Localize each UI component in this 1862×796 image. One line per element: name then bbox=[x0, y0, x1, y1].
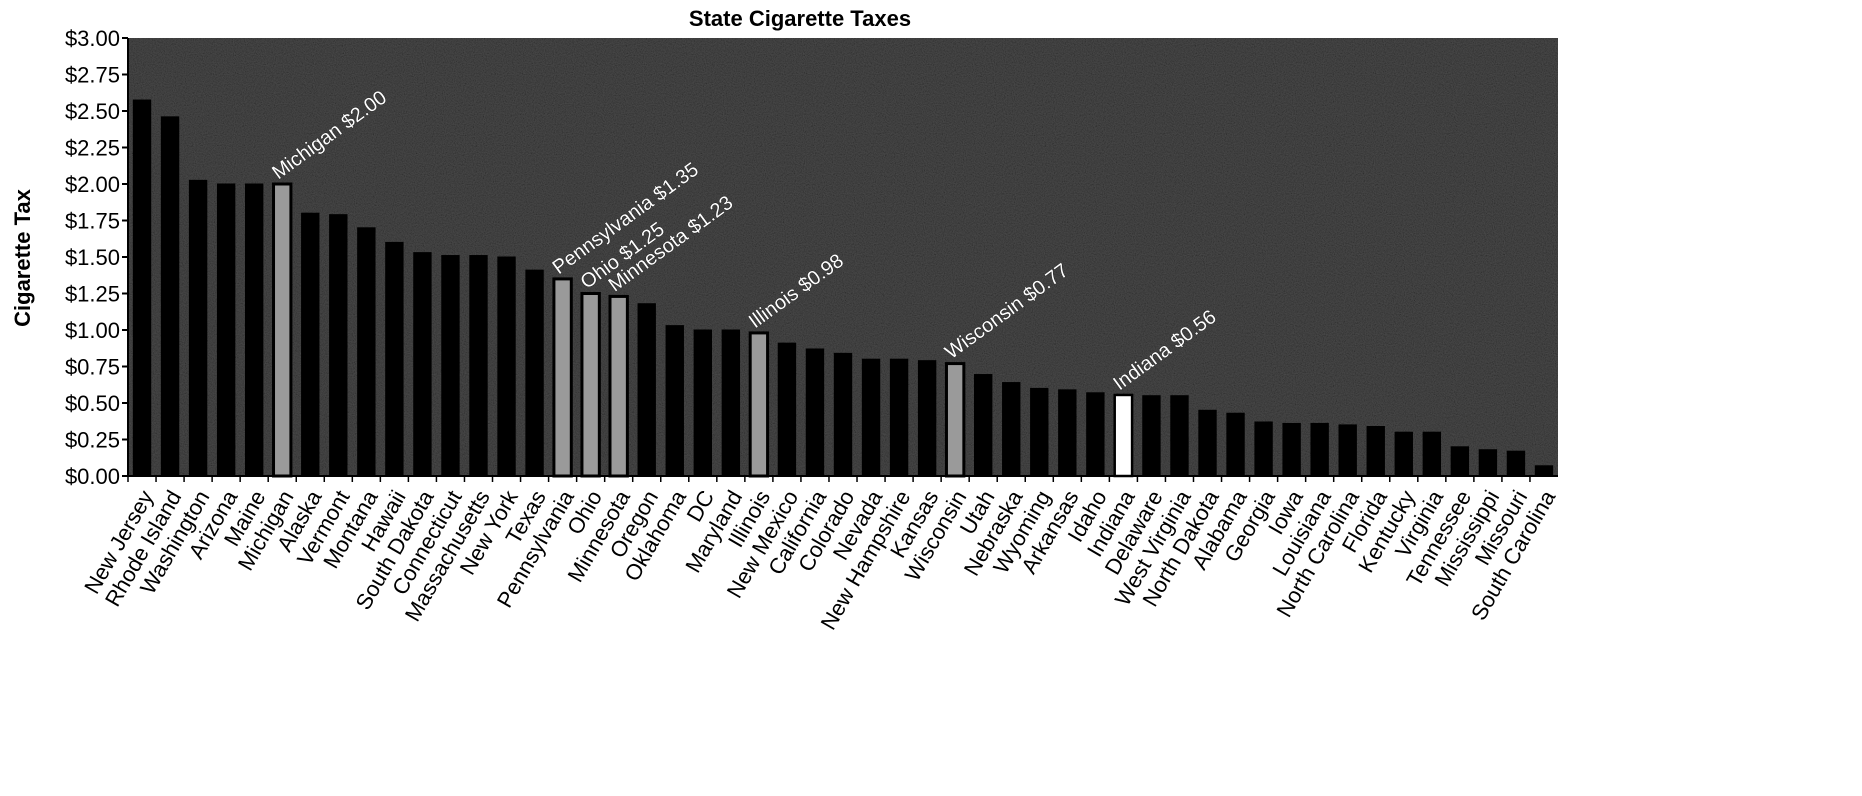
chart-title: State Cigarette Taxes bbox=[689, 6, 911, 31]
bar-mississippi bbox=[1478, 449, 1498, 477]
bar-nevada bbox=[861, 358, 881, 477]
bar-missouri bbox=[1506, 450, 1526, 477]
bar-delaware bbox=[1142, 395, 1161, 477]
bar-tennessee bbox=[1450, 446, 1470, 477]
bar-connecticut bbox=[441, 255, 460, 477]
bar-new-jersey bbox=[132, 99, 152, 477]
bar-new-mexico bbox=[777, 342, 797, 477]
y-tick-label: $2.75 bbox=[65, 63, 120, 88]
bar-oklahoma bbox=[665, 325, 684, 477]
bar-texas bbox=[525, 269, 544, 477]
y-tick-label: $0.00 bbox=[65, 464, 120, 489]
bar-rhode-island bbox=[160, 116, 180, 477]
bar-kansas bbox=[917, 360, 937, 477]
y-tick-label: $1.00 bbox=[65, 318, 120, 343]
bar-oregon bbox=[637, 303, 656, 477]
y-tick-label: $1.75 bbox=[65, 209, 120, 234]
bar-west-virginia bbox=[1170, 395, 1189, 477]
y-tick-label: $1.50 bbox=[65, 245, 120, 270]
y-tick-label: $0.50 bbox=[65, 391, 120, 416]
bar-south-dakota bbox=[413, 252, 432, 477]
bar-iowa bbox=[1282, 422, 1301, 477]
bars bbox=[132, 99, 1554, 478]
bar-wisconsin bbox=[944, 362, 966, 478]
bar-louisiana bbox=[1310, 422, 1329, 477]
y-tick-label: $1.25 bbox=[65, 282, 120, 307]
bar-washington bbox=[188, 179, 208, 477]
bar-california bbox=[805, 348, 825, 477]
bar-new-hampshire bbox=[889, 358, 909, 477]
bar-illinois bbox=[748, 331, 770, 478]
y-axis-ticks: $0.00 $0.25 $0.50 $0.75 $1.00 $1.25 $1.50 $1.75… bbox=[65, 26, 128, 489]
bar-wyoming bbox=[1030, 387, 1049, 477]
bar-arkansas bbox=[1058, 389, 1077, 477]
bar-ohio bbox=[580, 292, 601, 478]
bar-maryland bbox=[721, 329, 741, 477]
bar-michigan bbox=[272, 182, 293, 478]
bar-indiana bbox=[1113, 393, 1134, 478]
bar-hawaii bbox=[385, 241, 404, 477]
bar-colorado bbox=[833, 352, 853, 477]
bar-new-york bbox=[497, 256, 516, 477]
bar-alaska bbox=[301, 212, 320, 477]
bar-nebraska bbox=[1002, 382, 1021, 477]
y-tick-label: $2.50 bbox=[65, 99, 120, 124]
bar-south-carolina bbox=[1534, 465, 1554, 477]
y-tick-label: $0.25 bbox=[65, 428, 120, 453]
y-tick-label: $2.00 bbox=[65, 172, 120, 197]
y-axis-label: Cigarette Tax bbox=[10, 188, 35, 327]
bar-montana bbox=[357, 227, 376, 477]
bar-north-dakota bbox=[1198, 409, 1217, 477]
bar-vermont bbox=[329, 214, 348, 477]
y-tick-label: $3.00 bbox=[65, 26, 120, 51]
bar-massachusetts bbox=[469, 255, 488, 477]
bar-maine bbox=[244, 183, 264, 477]
bar-dc bbox=[693, 329, 712, 477]
y-tick-label: $0.75 bbox=[65, 355, 120, 380]
bar-alabama bbox=[1226, 412, 1245, 477]
bar-pennsylvania bbox=[552, 277, 573, 478]
bar-kentucky bbox=[1394, 431, 1413, 477]
bar-virginia bbox=[1422, 431, 1442, 477]
bar-florida bbox=[1366, 426, 1385, 477]
bar-minnesota bbox=[608, 294, 629, 478]
y-tick-label: $2.25 bbox=[65, 136, 120, 161]
bar-georgia bbox=[1254, 421, 1273, 477]
bar-arizona bbox=[216, 183, 236, 477]
bar-idaho bbox=[1086, 392, 1105, 477]
bar-utah bbox=[974, 374, 993, 477]
bar-north-carolina bbox=[1338, 424, 1357, 477]
